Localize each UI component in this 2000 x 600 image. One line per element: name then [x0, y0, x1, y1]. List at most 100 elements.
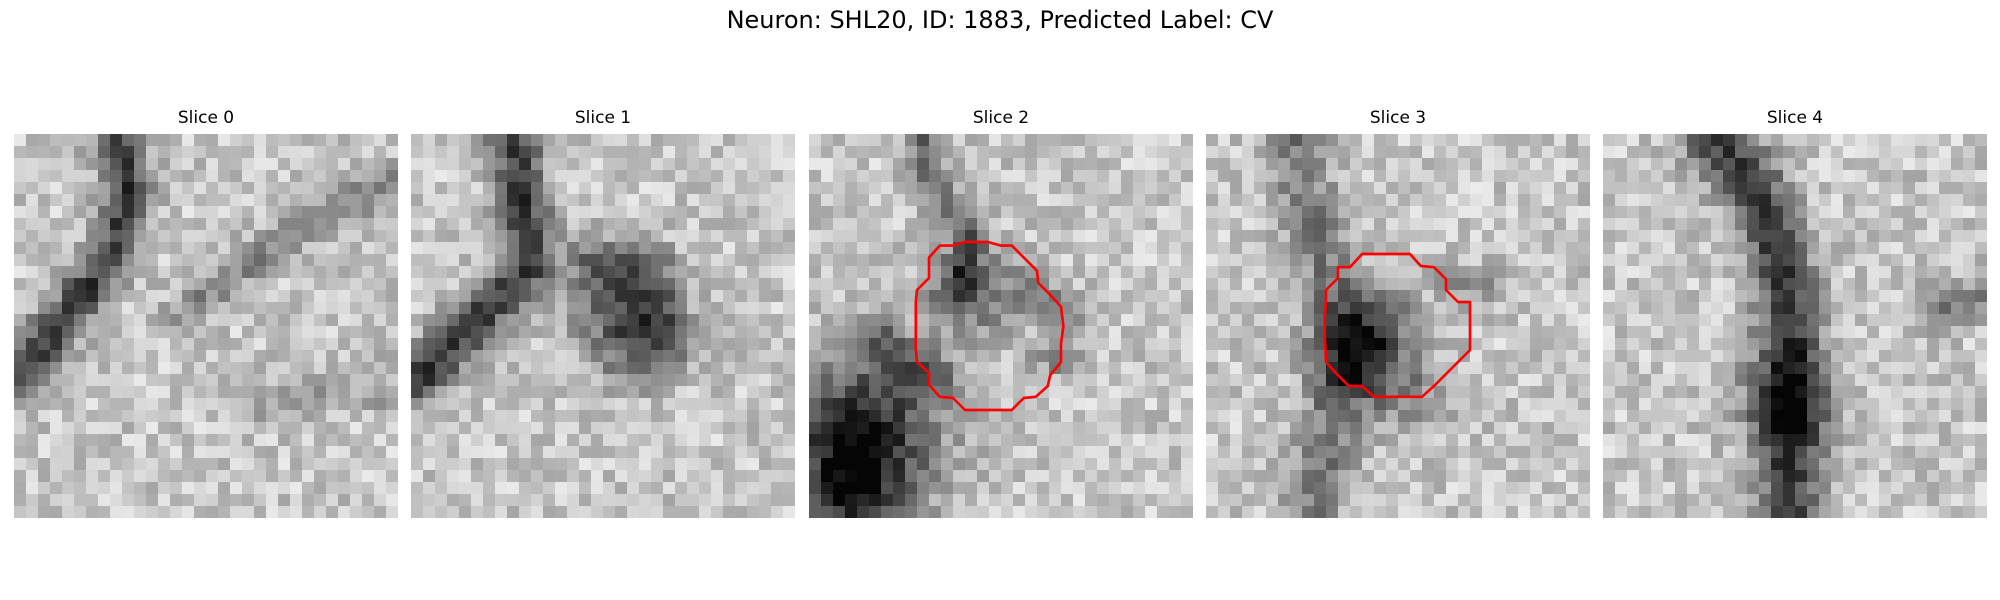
- pixel: [1771, 218, 1784, 231]
- pixel: [146, 230, 159, 243]
- pixel: [735, 230, 748, 243]
- pixel: [1314, 338, 1327, 351]
- pixel: [326, 386, 339, 399]
- pixel: [1362, 458, 1375, 471]
- pixel: [1651, 278, 1664, 291]
- pixel: [38, 170, 51, 183]
- pixel: [302, 374, 315, 387]
- pixel: [1843, 230, 1856, 243]
- pixel: [1410, 146, 1423, 159]
- pixel: [821, 218, 834, 231]
- pixel: [1326, 182, 1339, 195]
- pixel: [1350, 218, 1363, 231]
- pixel: [1795, 314, 1808, 327]
- pixel: [411, 482, 424, 495]
- pixel: [1723, 134, 1736, 147]
- pixel: [230, 458, 243, 471]
- pixel: [1242, 434, 1255, 447]
- pixel: [350, 302, 363, 315]
- pixel: [1675, 350, 1688, 363]
- pixel: [1783, 422, 1796, 435]
- pixel: [170, 338, 183, 351]
- pixel: [98, 338, 111, 351]
- pixel: [1254, 386, 1267, 399]
- pixel: [1278, 254, 1291, 267]
- pixel: [1302, 170, 1315, 183]
- pixel: [1013, 326, 1026, 339]
- pixel: [1157, 362, 1170, 375]
- pixel: [1266, 302, 1279, 315]
- pixel: [1566, 422, 1579, 435]
- pixel: [1145, 158, 1158, 171]
- pixel: [1747, 158, 1760, 171]
- pixel: [771, 182, 784, 195]
- pixel: [1302, 278, 1315, 291]
- pixel: [1422, 350, 1435, 363]
- pixel: [845, 230, 858, 243]
- pixel: [1073, 206, 1086, 219]
- pixel: [747, 254, 760, 267]
- pixel: [218, 422, 231, 435]
- pixel: [1891, 230, 1904, 243]
- pixel: [26, 254, 39, 267]
- pixel: [1975, 218, 1987, 231]
- pixel: [1939, 254, 1952, 267]
- pixel: [543, 302, 556, 315]
- pixel: [62, 254, 75, 267]
- pixel: [543, 194, 556, 207]
- pixel: [639, 482, 652, 495]
- pixel: [1206, 134, 1219, 147]
- pixel: [735, 350, 748, 363]
- pixel: [977, 158, 990, 171]
- pixel: [1314, 326, 1327, 339]
- pixel: [122, 422, 135, 435]
- pixel: [326, 494, 339, 507]
- pixel: [483, 170, 496, 183]
- pixel: [38, 506, 51, 518]
- pixel: [122, 182, 135, 195]
- pixel: [38, 242, 51, 255]
- pixel: [447, 494, 460, 507]
- pixel: [1506, 458, 1519, 471]
- pixel: [1085, 290, 1098, 303]
- pixel: [242, 494, 255, 507]
- pixel: [459, 422, 472, 435]
- slice-image-3: [1206, 134, 1590, 518]
- pixel: [1013, 494, 1026, 507]
- pixel: [459, 218, 472, 231]
- pixel: [1109, 146, 1122, 159]
- pixel: [1783, 206, 1796, 219]
- pixel: [1518, 206, 1531, 219]
- pixel: [1374, 494, 1387, 507]
- pixel: [1807, 314, 1820, 327]
- pixel: [1711, 362, 1724, 375]
- pixel: [905, 350, 918, 363]
- pixel: [869, 302, 882, 315]
- pixel: [579, 158, 592, 171]
- pixel: [845, 386, 858, 399]
- pixel: [977, 170, 990, 183]
- pixel: [893, 350, 906, 363]
- pixel: [1494, 338, 1507, 351]
- pixel: [1506, 302, 1519, 315]
- pixel: [254, 446, 267, 459]
- pixel: [218, 242, 231, 255]
- pixel: [821, 278, 834, 291]
- pixel: [1819, 278, 1832, 291]
- pixel: [38, 470, 51, 483]
- pixel: [555, 362, 568, 375]
- pixel: [386, 326, 398, 339]
- pixel: [1494, 266, 1507, 279]
- pixel: [1687, 182, 1700, 195]
- pixel: [1302, 326, 1315, 339]
- pixel: [555, 134, 568, 147]
- pixel: [519, 506, 532, 518]
- pixel: [531, 134, 544, 147]
- pixel: [1735, 446, 1748, 459]
- pixel: [1169, 338, 1182, 351]
- pixel: [122, 506, 135, 518]
- pixel: [699, 254, 712, 267]
- pixel: [1338, 134, 1351, 147]
- pixel: [122, 338, 135, 351]
- pixel: [242, 326, 255, 339]
